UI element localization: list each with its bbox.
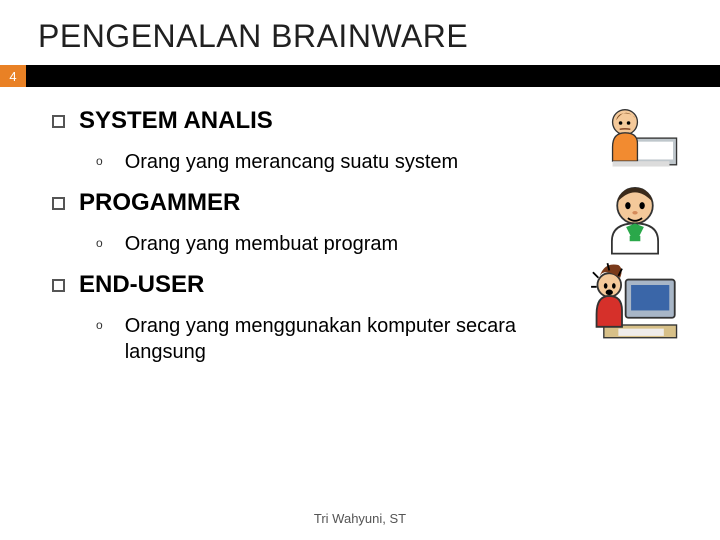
- section-header: PROGAMMER: [52, 189, 680, 217]
- analyst-clipart-icon: [596, 99, 686, 184]
- section-text: Orang yang membuat program: [125, 231, 398, 257]
- title-bar: 4: [0, 65, 720, 87]
- content-area: SYSTEM ANALIS o Orang yang merancang sua…: [0, 87, 720, 365]
- section-programmer: PROGAMMER o Orang yang membuat program: [52, 189, 680, 257]
- section-heading: PROGAMMER: [79, 189, 240, 217]
- section-heading: SYSTEM ANALIS: [79, 107, 273, 135]
- section-heading: END-USER: [79, 271, 204, 299]
- footer-author: Tri Wahyuni, ST: [0, 511, 720, 526]
- section-system-analis: SYSTEM ANALIS o Orang yang merancang sua…: [52, 107, 680, 175]
- section-end-user: END-USER o Orang yang menggunakan komput…: [52, 271, 680, 365]
- circle-bullet-icon: o: [96, 149, 103, 173]
- square-bullet-icon: [52, 115, 65, 128]
- section-header: SYSTEM ANALIS: [52, 107, 680, 135]
- circle-bullet-icon: o: [96, 231, 103, 255]
- page-number-badge: 4: [0, 65, 26, 87]
- programmer-clipart-icon: [590, 179, 680, 264]
- section-text: Orang yang merancang suatu system: [125, 149, 459, 175]
- square-bullet-icon: [52, 279, 65, 292]
- section-text: Orang yang menggunakan komputer secara l…: [125, 313, 545, 365]
- square-bullet-icon: [52, 197, 65, 210]
- section-body: o Orang yang membuat program: [52, 217, 680, 257]
- circle-bullet-icon: o: [96, 313, 103, 337]
- section-body: o Orang yang merancang suatu system: [52, 135, 680, 175]
- slide-title: PENGENALAN BRAINWARE: [0, 0, 720, 65]
- end-user-clipart-icon: [582, 259, 682, 356]
